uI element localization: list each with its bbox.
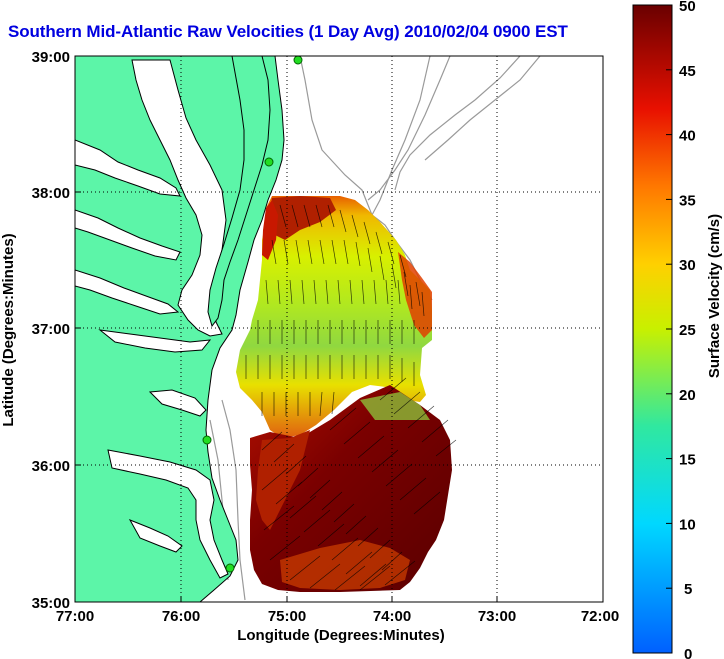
chesapeake-bay [75, 59, 229, 579]
grid-lines [75, 56, 603, 602]
colorbar-tick-label: 40 [679, 128, 696, 145]
lat-tick-label: 35:00 [32, 595, 70, 612]
colorbar-tick-labels: 50 45 40 35 30 25 20 15 10 5 0 [679, 0, 696, 659]
lon-tick-label: 77:00 [56, 608, 94, 625]
colorbar-tick-label: 10 [679, 516, 696, 533]
lon-tick-label: 72:00 [581, 608, 619, 625]
colorbar: 50 45 40 35 30 25 20 15 10 5 0 Surface V… [632, 0, 723, 659]
lon-tick-label: 73:00 [478, 608, 516, 625]
lon-tick-label: 75:00 [268, 608, 306, 625]
x-axis-label: Longitude (Degrees:Minutes) [237, 627, 445, 644]
station-marker [293, 56, 303, 65]
lat-tick-label: 36:00 [32, 458, 70, 475]
lon-tick-labels: 77:00 76:00 75:00 74:00 73:00 72:00 [56, 608, 619, 625]
axis-ticks [75, 191, 498, 602]
hf-radar-stations [202, 56, 303, 573]
station-marker [264, 157, 274, 167]
lat-tick-labels: 39:00 38:00 37:00 36:00 35:00 [32, 49, 70, 612]
colorbar-tick-label: 0 [684, 646, 692, 659]
colorbar-tick-label: 45 [679, 63, 696, 80]
velocity-field [236, 196, 452, 592]
colorbar-tick-label: 30 [679, 257, 696, 274]
lon-tick-label: 76:00 [162, 608, 200, 625]
lat-tick-label: 39:00 [32, 49, 70, 66]
lon-tick-label: 74:00 [373, 608, 411, 625]
page-title: Southern Mid-Atlantic Raw Velocities (1 … [8, 22, 568, 41]
station-marker [202, 435, 212, 445]
colorbar-tick-label: 25 [679, 322, 696, 339]
colorbar-gradient [632, 4, 673, 654]
colorbar-tick-label: 5 [684, 581, 692, 598]
plot-frame [74, 55, 604, 603]
velocity-vectors [245, 204, 457, 591]
colorbar-tick-label: 35 [679, 192, 696, 209]
colorbar-ticks [666, 4, 672, 654]
delmarva-land [207, 56, 271, 328]
colorbar-tick-label: 50 [679, 0, 696, 15]
lat-tick-label: 37:00 [32, 321, 70, 338]
colorbar-tick-label: 20 [679, 387, 696, 404]
colorbar-label: Surface Velocity (cm/s) [706, 214, 723, 378]
lat-tick-label: 38:00 [32, 185, 70, 202]
station-marker [225, 563, 235, 573]
y-axis-label: Latitude (Degrees:Minutes) [0, 233, 17, 426]
colorbar-tick-label: 15 [679, 452, 696, 469]
